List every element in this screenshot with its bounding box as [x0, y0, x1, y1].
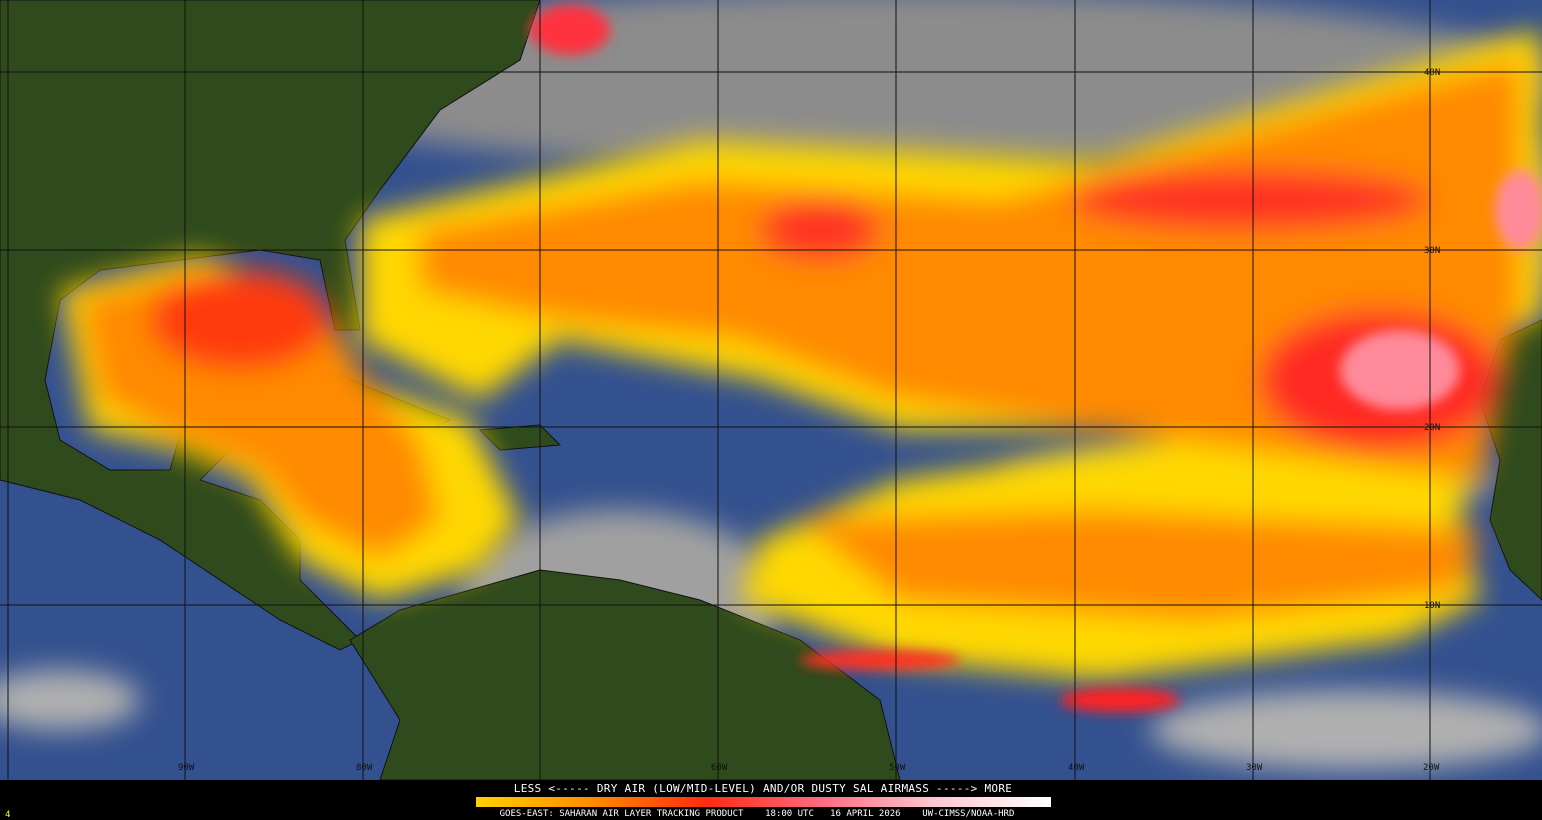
- dust-airmass: [60, 30, 1542, 680]
- lon-label: 50W: [889, 763, 906, 773]
- lon-label: 60W: [711, 763, 728, 773]
- lat-label: 40N: [1424, 68, 1440, 78]
- lon-label: 90W: [178, 763, 195, 773]
- lat-label: 20N: [1424, 423, 1440, 433]
- north-america: [0, 0, 541, 651]
- lon-label: 30W: [1246, 763, 1263, 773]
- legend-bar: LESS <----- DRY AIR (LOW/MID-LEVEL) AND/…: [0, 780, 1542, 820]
- legend-title: LESS <----- DRY AIR (LOW/MID-LEVEL) AND/…: [513, 782, 1013, 795]
- lat-lon-grid: [0, 0, 1542, 780]
- sal-satellite-map: 40N 30N 20N 10N 90W 80W 60W 50W 40W 30W …: [0, 0, 1542, 780]
- latitude-labels: 40N 30N 20N 10N: [1424, 68, 1440, 611]
- lat-label: 10N: [1424, 601, 1440, 611]
- longitude-labels: 90W 80W 60W 50W 40W 30W 20W: [178, 763, 1440, 773]
- lat-label: 30N: [1424, 246, 1440, 256]
- colorbar: [476, 797, 1051, 807]
- lon-label: 80W: [356, 763, 373, 773]
- south-america: [349, 569, 901, 780]
- product-footer: GOES-EAST: SAHARAN AIR LAYER TRACKING PR…: [499, 809, 1015, 819]
- frame-number: 4: [5, 810, 11, 820]
- lon-label: 40W: [1068, 763, 1085, 773]
- lon-label: 20W: [1423, 763, 1440, 773]
